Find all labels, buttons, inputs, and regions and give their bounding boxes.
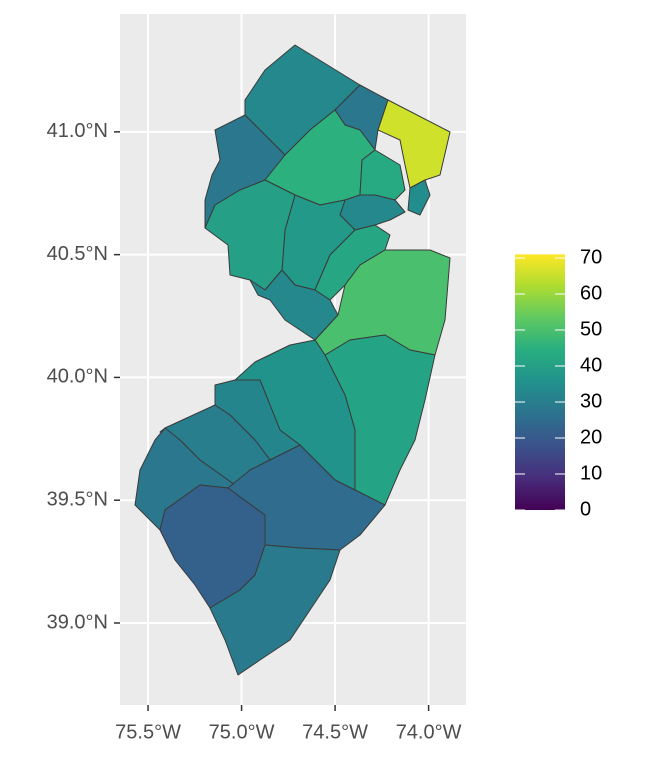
y-tick-label: 41.0°N [47,120,108,142]
y-tick-label: 40.5°N [47,243,108,265]
legend-label: 10 [580,462,602,484]
legend-label: 0 [580,498,591,520]
x-tick-label: 75.5°W [115,721,181,743]
legend-label: 50 [580,318,602,340]
legend-label: 60 [580,282,602,304]
colorbar [515,254,565,510]
legend-label: 70 [580,246,602,268]
legend-label: 30 [580,390,602,412]
y-tick-label: 39.0°N [47,611,108,633]
x-tick-label: 74.0°W [396,721,462,743]
x-tick-label: 74.5°W [302,721,368,743]
legend-label: 40 [580,354,602,376]
county [204,179,296,291]
y-tick-label: 39.5°N [47,488,108,510]
y-tick-label: 40.0°N [47,366,108,388]
x-tick-label: 75.0°W [209,721,275,743]
county [407,179,431,216]
county [209,544,341,676]
legend-label: 20 [580,426,602,448]
